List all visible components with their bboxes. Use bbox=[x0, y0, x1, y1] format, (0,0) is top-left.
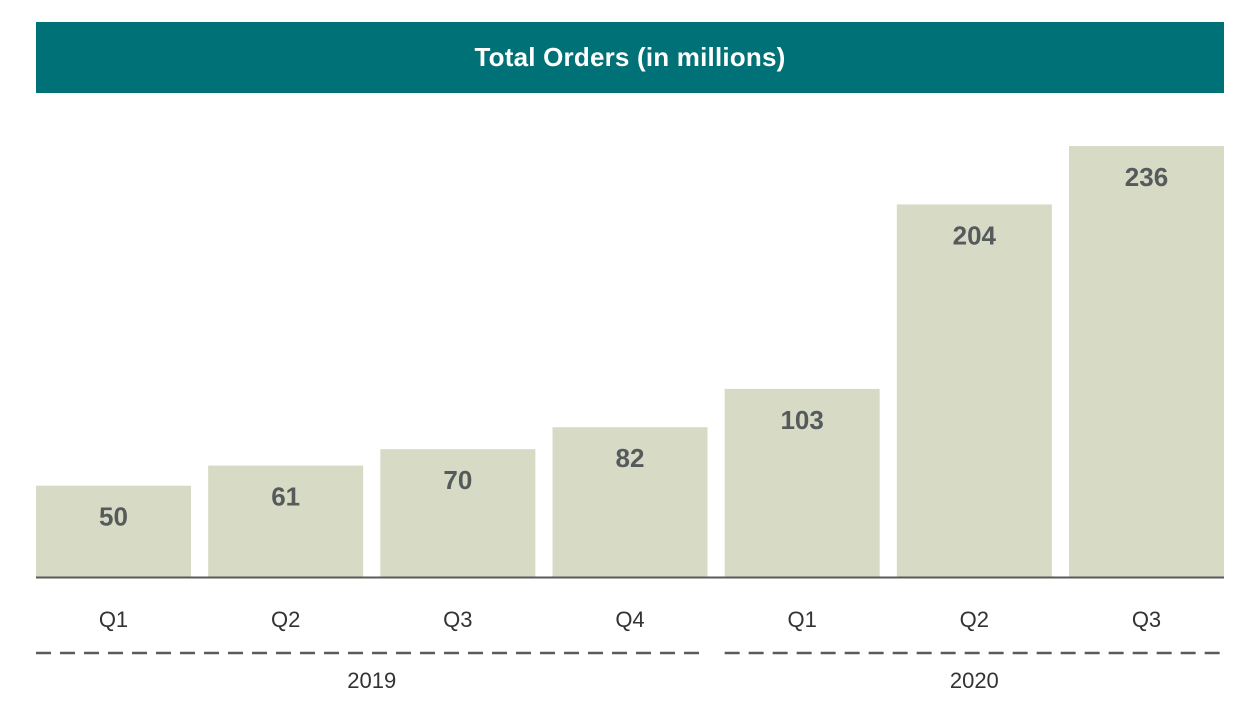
x-tick-label: Q2 bbox=[960, 607, 989, 632]
chart-title: Total Orders (in millions) bbox=[36, 22, 1224, 93]
bar-value-label: 61 bbox=[271, 482, 300, 512]
bar-5 bbox=[724, 388, 880, 577]
bar-value-label: 103 bbox=[780, 405, 823, 435]
bar-value-label: 204 bbox=[953, 220, 997, 250]
group-label-2019: 2019 bbox=[347, 668, 396, 693]
bar-7 bbox=[1069, 146, 1224, 577]
bar-value-label: 82 bbox=[616, 443, 645, 473]
bar-3 bbox=[380, 449, 536, 577]
bar-4 bbox=[552, 427, 708, 577]
bar-value-label: 236 bbox=[1125, 162, 1168, 192]
x-tick-label: Q3 bbox=[1132, 607, 1161, 632]
x-tick-label: Q1 bbox=[99, 607, 128, 632]
bar-value-label: 70 bbox=[443, 465, 472, 495]
bar-2 bbox=[208, 465, 364, 577]
x-tick-label: Q3 bbox=[443, 607, 472, 632]
x-tick-label: Q1 bbox=[787, 607, 816, 632]
bar-value-label: 50 bbox=[99, 502, 128, 532]
x-tick-label: Q4 bbox=[615, 607, 644, 632]
x-tick-label: Q2 bbox=[271, 607, 300, 632]
bar-6 bbox=[896, 204, 1052, 577]
bar-1 bbox=[36, 485, 191, 577]
group-label-2020: 2020 bbox=[950, 668, 999, 693]
